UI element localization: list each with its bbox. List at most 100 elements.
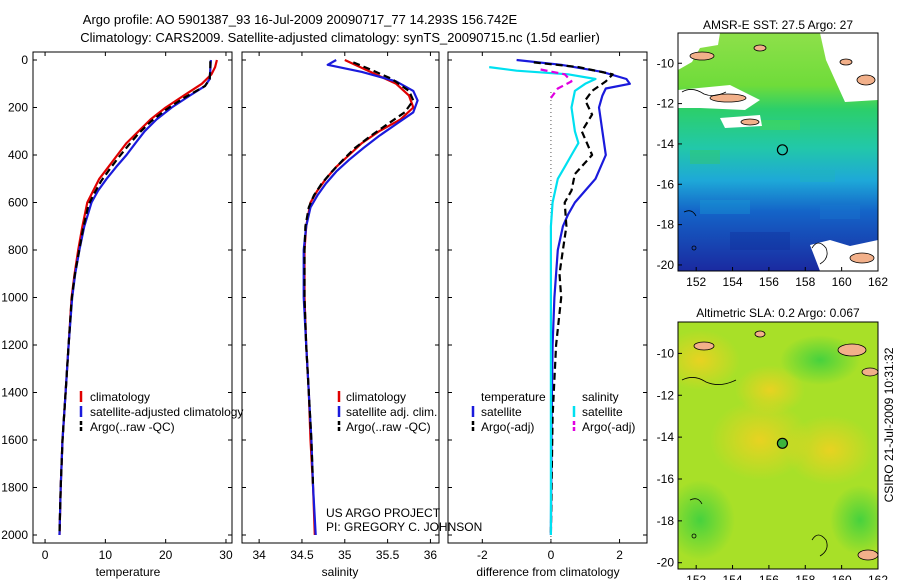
difference-xlabel: difference from climatology [476, 565, 619, 579]
project-pi: PI: GREGORY C. JOHNSON [326, 520, 482, 534]
series-line-temperature-argo-adj- [533, 61, 614, 533]
x-tick-label: 20 [159, 548, 173, 562]
map-y-tick-label: -12 [657, 388, 675, 402]
series-line-argo-raw-qc- [303, 61, 415, 488]
sla-map [678, 322, 878, 569]
legend-label-satellite: satellite-adjusted climatology [90, 405, 243, 419]
map-x-tick-label: 152 [686, 275, 706, 289]
series-line-argo-raw-qc- [58, 61, 212, 533]
series-line-salinity-satellite [489, 66, 597, 535]
difference-legend: temperature salinity satellite Argo(-adj… [471, 390, 635, 434]
sst-map-axes: 152 154 156 158 160 162 -10 -12 -14 -16 -18 -20 [657, 56, 889, 289]
series-line-salinity-argo-adj- [540, 68, 573, 99]
y-tick-label: 1000 [1, 291, 28, 305]
legend-label-temp-argo: Argo(-adj) [481, 420, 534, 434]
sla-argo-position-marker [776, 437, 789, 449]
salinity-axes: 34 34.5 35 35.5 36 [242, 52, 439, 562]
map-x-tick-label: 154 [723, 275, 743, 289]
map-x-tick-label: 152 [686, 573, 706, 580]
map-y-tick-label: -12 [657, 97, 675, 111]
map-x-tick-label: 158 [795, 275, 815, 289]
x-tick-label: 2 [616, 548, 623, 562]
figure-title-line1: Argo profile: AO 5901387_93 16-Jul-2009 … [83, 12, 518, 27]
y-tick-label: 1400 [1, 386, 28, 400]
map-y-tick-label: -18 [657, 218, 675, 232]
map-y-tick-label: -18 [657, 514, 675, 528]
legend-label-argo: Argo(..raw -QC) [90, 420, 175, 434]
difference-axes: -2 0 2 [448, 52, 647, 562]
series-line-satellite-adjusted-climatology [58, 59, 212, 536]
temperature-xlabel: temperature [96, 565, 161, 579]
sst-islands [689, 44, 876, 264]
y-tick-label: 200 [8, 101, 28, 115]
legend-label-satellite: satellite adj. clim. [346, 405, 437, 419]
temperature-panel-frame [32, 51, 233, 544]
sla-map-axes: 152 154 156 158 160 162 -10 -12 -14 -16 -18 -20 [657, 346, 889, 580]
salinity-legend: climatology satellite adj. clim. Argo(..… [337, 390, 437, 434]
map-x-tick-label: 156 [759, 275, 779, 289]
y-tick-label: 1200 [1, 338, 28, 352]
sst-texture [690, 120, 860, 250]
legend-label-sal-argo: Argo(-adj) [582, 420, 635, 434]
x-tick-label: 30 [219, 548, 233, 562]
legend-label-sal-satellite: satellite [582, 405, 623, 419]
y-tick-label: 1600 [1, 433, 28, 447]
y-tick-label: 2000 [1, 528, 28, 542]
y-tick-label: 400 [8, 148, 28, 162]
map-y-tick-label: -20 [657, 556, 675, 570]
sla-texture [678, 330, 878, 560]
y-tick-label: 0 [21, 53, 28, 67]
map-y-tick-label: -10 [657, 346, 675, 360]
salinity-panel-frame [241, 51, 440, 544]
series-line-climatology [58, 59, 218, 536]
legend-label-argo: Argo(..raw -QC) [346, 420, 431, 434]
x-tick-label: 0 [548, 548, 555, 562]
temperature-axes: 0 10 20 30 0 200 400 600 800 1000 1200 1400 1600 1800… [1, 52, 233, 562]
sst-coastline [681, 89, 828, 265]
x-tick-label: -2 [477, 548, 488, 562]
map-x-tick-label: 154 [723, 573, 743, 580]
legend-header-salinity: salinity [582, 390, 619, 404]
x-tick-label: 35.5 [376, 548, 400, 562]
sst-map-title: AMSR-E SST: 27.5 Argo: 27 [703, 18, 853, 32]
sla-map-title: Altimetric SLA: 0.2 Argo: 0.067 [696, 306, 860, 320]
x-tick-label: 0 [42, 548, 49, 562]
salinity-xlabel: salinity [322, 565, 359, 579]
x-tick-label: 34 [252, 548, 266, 562]
project-name: US ARGO PROJECT [326, 506, 441, 520]
x-tick-label: 34.5 [290, 548, 314, 562]
y-tick-label: 600 [8, 196, 28, 210]
map-x-tick-label: 162 [868, 573, 888, 580]
map-x-tick-label: 160 [832, 573, 852, 580]
legend-label-temp-satellite: satellite [481, 405, 522, 419]
sla-map-frame [677, 321, 879, 570]
y-tick-label: 800 [8, 243, 28, 257]
map-y-tick-label: -14 [657, 137, 675, 151]
sla-coastline [681, 377, 828, 557]
map-y-tick-label: -16 [657, 472, 675, 486]
map-x-tick-label: 158 [795, 573, 815, 580]
sst-map [678, 33, 878, 271]
sla-islands [693, 330, 878, 561]
x-tick-label: 36 [424, 548, 438, 562]
difference-panel-frame [447, 51, 648, 544]
map-y-tick-label: -10 [657, 56, 675, 70]
map-y-tick-label: -20 [657, 258, 675, 272]
x-tick-label: 35 [338, 548, 352, 562]
map-x-tick-label: 162 [868, 275, 888, 289]
series-line-climatology [303, 59, 415, 536]
figure-title-line2: Climatology: CARS2009. Satellite-adjuste… [80, 30, 600, 45]
map-x-tick-label: 160 [832, 275, 852, 289]
x-tick-label: 10 [99, 548, 113, 562]
map-y-tick-label: -16 [657, 177, 675, 191]
sst-map-frame [677, 32, 879, 272]
difference-series [489, 58, 631, 536]
series-line-temperature-satellite [516, 58, 631, 536]
temperature-series [58, 59, 218, 536]
map-y-tick-label: -14 [657, 430, 675, 444]
series-line-satellite-adj-clim- [302, 59, 419, 536]
sst-argo-position-marker [776, 144, 789, 156]
salinity-series [302, 59, 419, 536]
legend-label-climatology: climatology [346, 390, 406, 404]
